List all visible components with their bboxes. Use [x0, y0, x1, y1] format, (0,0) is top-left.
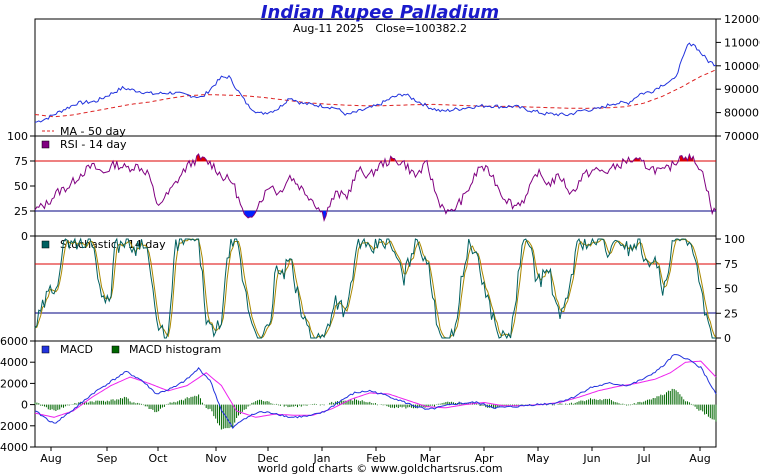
price-y-tick-label: 90000	[724, 83, 759, 96]
chart-subtitle: Aug-11 2025 Close=100382.2	[0, 22, 760, 35]
x-tick-label: Jun	[582, 452, 600, 465]
macd-legend-swatch	[41, 345, 50, 354]
macd-y-tick-label: 2000	[0, 377, 28, 390]
rsi-y-tick-label: 100	[7, 130, 28, 143]
price-y-tick-label: 70000	[724, 130, 759, 143]
price-y-tick-label: 110000	[724, 36, 760, 49]
rsi-legend: RSI - 14 day	[41, 138, 127, 151]
macd-y-tick-label: 6000	[0, 335, 28, 348]
x-tick-label: Feb	[366, 452, 385, 465]
close-value: Close=100382.2	[375, 22, 468, 35]
stochastic-y-tick-label: 75	[724, 258, 738, 271]
last-date: Aug-11 2025	[292, 22, 364, 35]
x-tick-label: Mar	[420, 452, 441, 465]
rsi-legend-swatch	[41, 140, 50, 149]
rsi-y-tick-label: 25	[14, 205, 28, 218]
rsi-legend-label: RSI - 14 day	[60, 138, 127, 151]
x-tick-label: Dec	[257, 452, 278, 465]
macd-legend: MACD MACD histogram	[41, 343, 221, 356]
macd-y-tick-label: 4000	[0, 356, 28, 369]
rsi-line	[34, 152, 717, 222]
stochastic-y-tick-label: 0	[724, 332, 731, 345]
footer-credit: world gold charts © www.goldchartsrus.co…	[257, 462, 503, 475]
chart-title: Indian Rupee Palladium	[260, 2, 500, 23]
stochastic-legend-swatch	[41, 240, 50, 249]
macd-panel-frame	[34, 340, 717, 448]
macd-line	[34, 354, 717, 430]
x-tick-label: Apr	[474, 452, 494, 465]
macd-y-tick-label: -4000	[0, 441, 28, 454]
x-tick-label: Aug	[689, 452, 710, 465]
price-y-tick-label: 100000	[724, 60, 760, 73]
rsi-panel-frame	[34, 135, 717, 237]
x-tick-label: Sep	[97, 452, 118, 465]
stochastic-y-tick-label: 25	[724, 307, 738, 320]
price-panel-frame	[34, 18, 717, 137]
stochastic-d-line	[34, 238, 717, 339]
ma-50-line	[34, 69, 717, 118]
x-tick-label: Oct	[148, 452, 168, 465]
price-line	[34, 42, 717, 123]
stochastic-k-line	[34, 237, 716, 340]
macd-legend-label: MACD	[60, 343, 93, 356]
x-tick-label: May	[527, 452, 550, 465]
price-legend: MA - 50 day	[42, 125, 126, 138]
x-tick-label: Aug	[40, 452, 61, 465]
stochastic-y-tick-label: 50	[724, 283, 738, 296]
rsi-y-tick-label: 50	[14, 180, 28, 193]
macd-histogram-legend-swatch	[111, 345, 120, 354]
price-y-tick-label: 80000	[724, 107, 759, 120]
ma-legend-label: MA - 50 day	[60, 125, 126, 138]
stochastic-y-tick-label: 100	[724, 233, 745, 246]
rsi-y-tick-label: 75	[14, 155, 28, 168]
stochastic-panel-frame	[34, 235, 717, 342]
macd-y-tick-label: 0	[21, 399, 28, 412]
macd-y-tick-label: -2000	[0, 420, 28, 433]
rsi-y-tick-label: 0	[21, 230, 28, 243]
x-tick-label: Nov	[205, 452, 227, 465]
x-tick-label: Jul	[636, 452, 650, 465]
price-y-tick-label: 120000	[724, 13, 760, 26]
macd-signal-line	[34, 360, 717, 418]
x-tick-label: Jan	[313, 452, 331, 465]
macd-histogram-legend-label: MACD histogram	[129, 343, 221, 356]
